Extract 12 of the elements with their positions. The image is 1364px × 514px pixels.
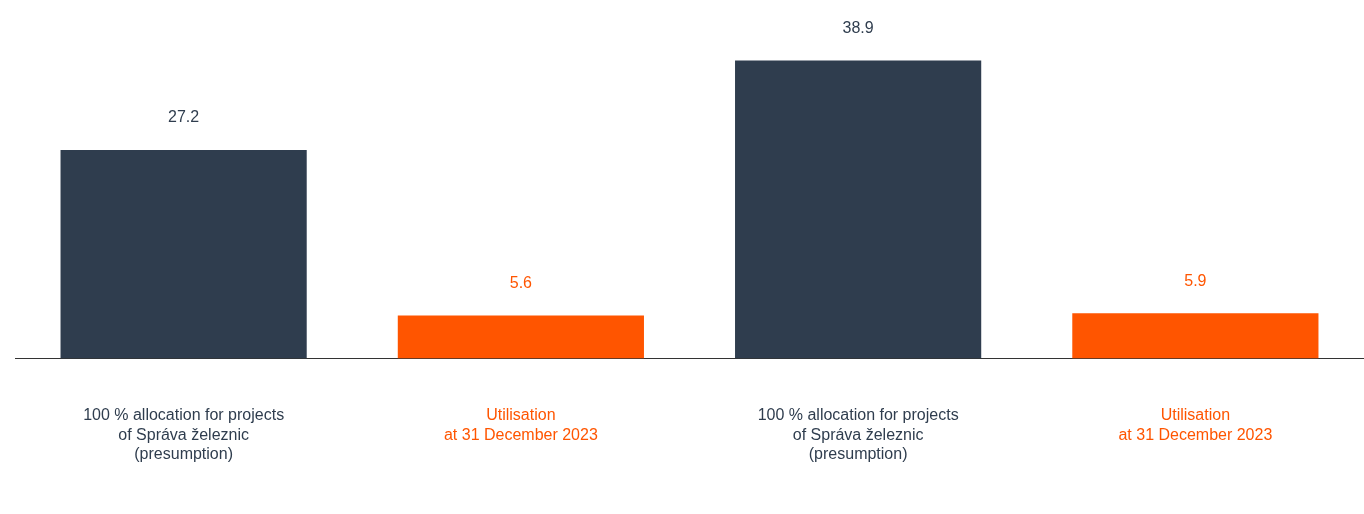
bar [397, 315, 644, 359]
data-label: 5.9 [1184, 271, 1207, 289]
data-label: 38.9 [842, 18, 874, 36]
x-tick-label: 100 % allocation for projects of Správa železnic (presumption) [83, 406, 285, 462]
bar [60, 150, 307, 359]
x-tick-label: Utilisation at 31 December 2023 [1118, 406, 1273, 443]
x-tick-label: 100 % allocation for projects of Správa železnic (presumption) [757, 406, 959, 462]
bar [1072, 313, 1319, 359]
data-label: 5.6 [509, 273, 533, 291]
bar [735, 60, 982, 359]
x-tick-label: Utilisation at 31 December 2023 [443, 406, 598, 443]
data-label: 27.2 [168, 108, 200, 126]
